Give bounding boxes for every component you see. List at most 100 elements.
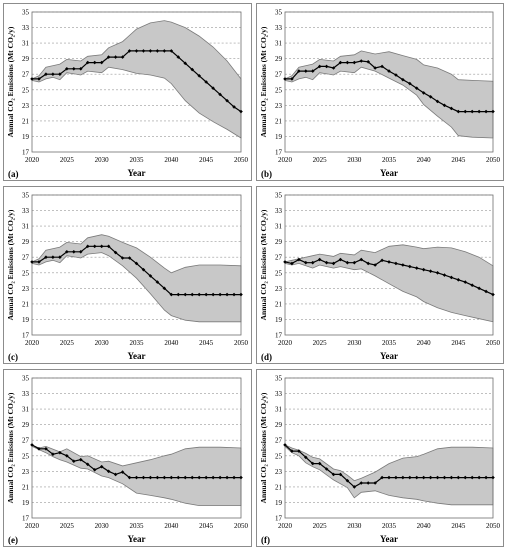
y-tick-label: 21 (22, 483, 30, 491)
plot-frame (284, 11, 494, 153)
y-tick-label: 17 (22, 149, 30, 157)
chart-svg: 17 19 21 23 25 27 29 31 33 35 2020 2025 2030 2035 2040… (259, 9, 501, 180)
y-tick-labels: 17 19 21 23 25 27 29 31 33 35 (22, 375, 30, 523)
data-point (169, 49, 174, 53)
data-point (239, 109, 243, 114)
x-tick-label: 2045 (451, 339, 466, 347)
x-tick-label: 2025 (313, 522, 328, 530)
x-tick-label: 2050 (234, 339, 249, 347)
y-tick-label: 23 (275, 285, 283, 293)
y-tick-label: 27 (22, 254, 30, 262)
y-tick-label: 25 (275, 86, 283, 94)
panel-label: (d) (261, 352, 272, 362)
x-tick-label: 2045 (199, 339, 214, 347)
data-point (470, 283, 474, 288)
y-tick-label: 25 (22, 452, 30, 460)
x-tick-label: 2035 (382, 522, 397, 530)
x-tick-label: 2035 (130, 156, 145, 164)
data-point (155, 49, 160, 53)
x-tick-label: 2035 (130, 522, 145, 530)
data-point (394, 261, 398, 266)
plot-frame (31, 377, 242, 519)
data-point (359, 59, 364, 63)
data-point (211, 86, 215, 91)
data-point (484, 109, 488, 114)
data-point (477, 109, 481, 114)
data-point (232, 105, 236, 109)
data-point (37, 260, 41, 264)
data-point (297, 69, 301, 73)
data-point (58, 255, 62, 260)
data-point (120, 470, 125, 474)
data-point (283, 77, 287, 81)
data-point (183, 61, 188, 66)
data-point (373, 263, 377, 267)
x-tick-label: 2030 (95, 156, 110, 164)
y-tick-label: 27 (275, 71, 283, 79)
x-tick-label: 2020 (25, 522, 40, 530)
data-point (401, 263, 405, 267)
x-axis-title: Year (380, 534, 398, 544)
data-point (148, 475, 153, 480)
x-tick-label: 2040 (164, 339, 179, 347)
x-tick-label: 2025 (60, 522, 75, 530)
data-point (297, 449, 301, 453)
x-tick-labels: 2020 2025 2030 2035 2040 2045 2050 (25, 156, 249, 164)
data-point (120, 55, 125, 59)
data-point (65, 249, 69, 254)
plot-frame (284, 377, 494, 519)
data-point (44, 72, 48, 77)
y-tick-label: 31 (22, 40, 30, 48)
x-tick-label: 2025 (313, 339, 328, 347)
y-tick-label: 21 (22, 117, 30, 125)
x-tick-label: 2045 (199, 156, 214, 164)
data-point (373, 481, 377, 485)
data-point (225, 292, 229, 297)
x-tick-label: 2040 (164, 522, 179, 530)
panel-label: (a) (8, 169, 19, 179)
chart-panel-d: 17 19 21 23 25 27 29 31 33 35 2020 2025 2030 2035 2040… (256, 186, 504, 364)
data-point (484, 475, 488, 480)
data-point (324, 467, 329, 471)
y-tick-label: 19 (275, 499, 283, 507)
data-point (197, 73, 201, 78)
data-point (477, 286, 481, 291)
data-point (373, 66, 377, 70)
x-tick-label: 2050 (486, 522, 501, 530)
y-tick-label: 35 (275, 192, 283, 200)
x-tick-label: 2045 (451, 522, 466, 530)
x-tick-label: 2035 (382, 156, 397, 164)
y-tick-labels: 17 19 21 23 25 27 29 31 33 35 (22, 192, 30, 340)
x-tick-label: 2030 (95, 339, 110, 347)
data-point (37, 446, 41, 451)
data-point (190, 67, 195, 72)
plot-frame (284, 194, 494, 336)
data-point (470, 109, 474, 114)
data-point (92, 467, 97, 472)
data-point (456, 475, 461, 480)
x-tick-labels: 2020 2025 2030 2035 2040 2045 2050 (278, 339, 501, 347)
y-tick-label: 31 (275, 223, 283, 231)
y-tick-label: 21 (275, 117, 283, 125)
data-point (113, 55, 118, 59)
data-point (127, 49, 132, 53)
data-point (51, 255, 55, 260)
plot-frame (31, 11, 242, 153)
y-tick-labels: 17 19 21 23 25 27 29 31 33 35 (275, 9, 283, 157)
x-tick-label: 2045 (451, 156, 466, 164)
data-point (421, 475, 426, 480)
data-point (394, 475, 398, 480)
data-point (477, 475, 481, 480)
central-series-markers (30, 443, 243, 480)
y-tick-label: 33 (22, 390, 30, 398)
y-tick-label: 21 (275, 300, 283, 308)
y-tick-label: 31 (275, 40, 283, 48)
data-point (44, 446, 48, 451)
y-tick-label: 21 (275, 483, 283, 491)
y-tick-label: 17 (275, 332, 283, 340)
data-point (359, 481, 364, 485)
data-point (37, 77, 41, 81)
data-point (85, 60, 90, 65)
data-point (92, 60, 97, 65)
data-point (456, 109, 461, 114)
